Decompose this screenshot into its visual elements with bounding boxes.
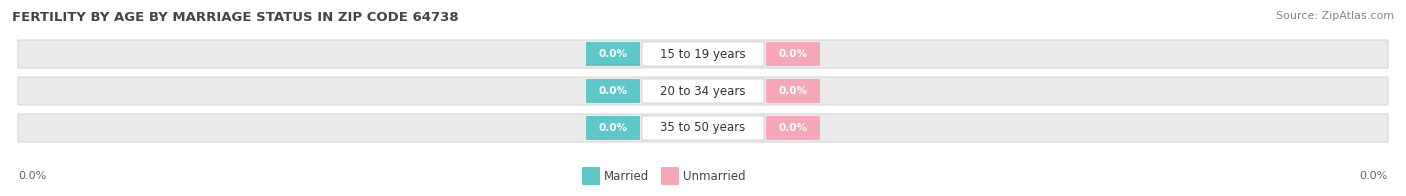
Text: 20 to 34 years: 20 to 34 years	[661, 84, 745, 97]
Text: Unmarried: Unmarried	[683, 170, 745, 182]
Text: 0.0%: 0.0%	[779, 49, 807, 59]
FancyBboxPatch shape	[643, 42, 763, 66]
FancyBboxPatch shape	[643, 116, 763, 140]
FancyBboxPatch shape	[586, 79, 640, 103]
Text: 15 to 19 years: 15 to 19 years	[661, 47, 745, 61]
FancyBboxPatch shape	[661, 167, 679, 185]
FancyBboxPatch shape	[18, 77, 1388, 105]
Text: 0.0%: 0.0%	[779, 123, 807, 133]
Text: 0.0%: 0.0%	[18, 171, 46, 181]
Text: 0.0%: 0.0%	[1360, 171, 1388, 181]
Text: 0.0%: 0.0%	[599, 49, 627, 59]
Text: 35 to 50 years: 35 to 50 years	[661, 122, 745, 134]
FancyBboxPatch shape	[18, 40, 1388, 68]
FancyBboxPatch shape	[18, 114, 1388, 142]
Text: 0.0%: 0.0%	[599, 123, 627, 133]
FancyBboxPatch shape	[766, 42, 820, 66]
Text: FERTILITY BY AGE BY MARRIAGE STATUS IN ZIP CODE 64738: FERTILITY BY AGE BY MARRIAGE STATUS IN Z…	[13, 11, 458, 24]
FancyBboxPatch shape	[582, 167, 600, 185]
FancyBboxPatch shape	[766, 116, 820, 140]
Text: Source: ZipAtlas.com: Source: ZipAtlas.com	[1275, 11, 1393, 21]
Text: 0.0%: 0.0%	[779, 86, 807, 96]
Text: Married: Married	[605, 170, 650, 182]
FancyBboxPatch shape	[766, 79, 820, 103]
FancyBboxPatch shape	[586, 116, 640, 140]
FancyBboxPatch shape	[586, 42, 640, 66]
Text: 0.0%: 0.0%	[599, 86, 627, 96]
FancyBboxPatch shape	[643, 79, 763, 103]
